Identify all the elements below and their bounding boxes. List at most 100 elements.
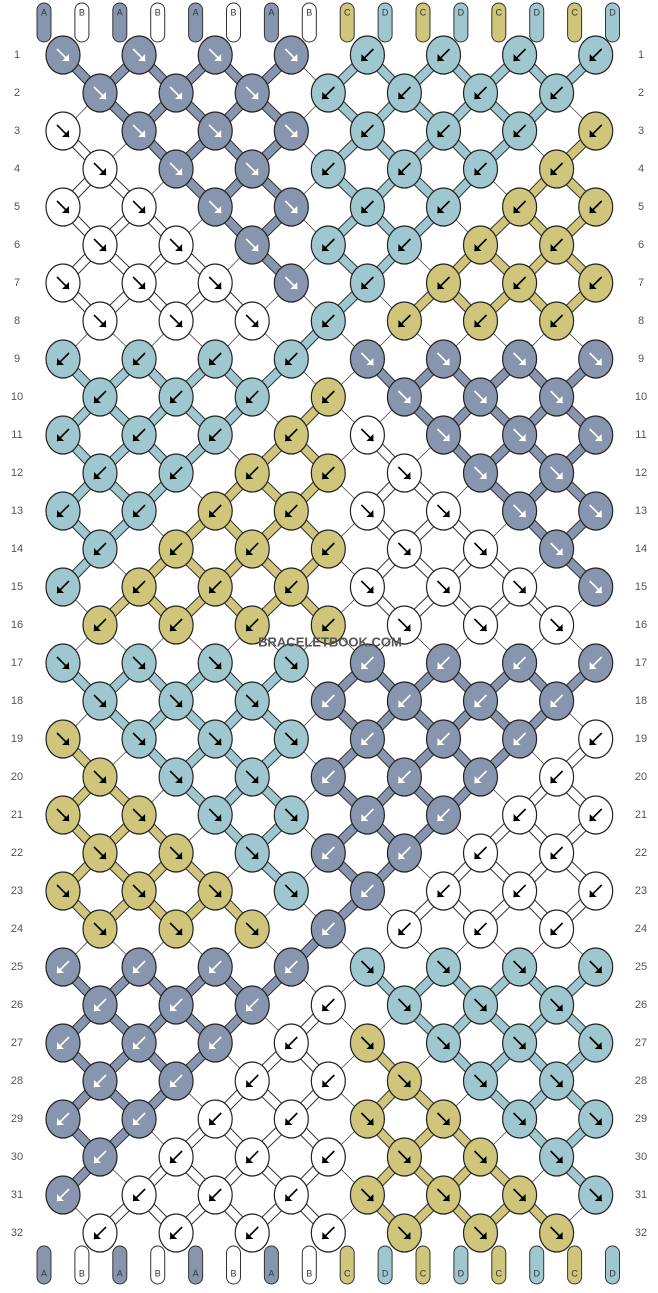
row-number: 18 [635, 695, 647, 707]
knot [310, 73, 346, 113]
knot [425, 643, 462, 683]
knot-arrowhead [437, 814, 445, 821]
knot-arrowhead [214, 738, 222, 745]
knot-arrowhead [57, 434, 64, 441]
knot [538, 73, 575, 113]
knot [45, 339, 81, 379]
strand-pill [529, 2, 545, 43]
knot-arrowhead [442, 434, 450, 441]
row-number: 30 [11, 1151, 23, 1163]
knot [82, 149, 118, 189]
strand-pill [339, 2, 355, 43]
strand-label: A [193, 1268, 199, 1278]
knot [197, 415, 233, 455]
knot-arrowhead [94, 472, 101, 479]
row-number: 23 [635, 885, 647, 897]
knot [349, 415, 385, 455]
row-number: 8 [638, 315, 644, 327]
knot [386, 1137, 422, 1177]
knot [197, 947, 233, 987]
knot-arrowhead [398, 320, 406, 327]
knot [158, 1213, 194, 1253]
knot-arrowhead [94, 1232, 101, 1239]
knot [425, 719, 462, 759]
knot [45, 1023, 81, 1063]
knot-arrowhead [479, 1004, 487, 1011]
knot-arrowhead [209, 358, 217, 365]
knot-arrowhead [437, 282, 445, 289]
knot [273, 719, 309, 759]
knot-arrowhead [246, 548, 254, 555]
knot [158, 757, 194, 797]
knot-arrowhead [246, 1156, 254, 1163]
knot [538, 377, 575, 417]
knot-arrowhead [437, 206, 445, 213]
knot-arrowhead [479, 1080, 487, 1087]
knot-arrowhead [589, 282, 597, 289]
knot [425, 339, 462, 379]
knot-arrowhead [555, 548, 563, 555]
knot [158, 377, 194, 417]
knot-arrowhead [285, 434, 293, 441]
knot-arrowhead [175, 244, 183, 251]
knot [538, 225, 575, 265]
knot-arrowhead [57, 510, 64, 517]
knot [273, 871, 309, 911]
knot [501, 415, 538, 455]
knot [310, 453, 346, 493]
knot-arrowhead [518, 1194, 526, 1201]
row-number: 9 [638, 353, 644, 365]
knot [538, 605, 575, 645]
knot [386, 73, 422, 113]
knot [349, 1023, 385, 1063]
knot-arrowhead [214, 206, 222, 213]
knot-arrowhead [403, 548, 411, 555]
knot [310, 1061, 346, 1101]
strand-label: C [496, 1268, 503, 1278]
knot [578, 263, 614, 303]
strand-pill [74, 1245, 90, 1285]
knot-arrowhead [322, 1004, 330, 1011]
strand-pill [415, 2, 431, 43]
knot-arrowhead [251, 320, 259, 327]
knot-arrowhead [62, 130, 69, 137]
row-number: 7 [14, 277, 20, 289]
knot-arrowhead [322, 92, 330, 99]
strand-label: D [609, 1268, 616, 1278]
knot [158, 149, 194, 189]
knot-arrowhead [555, 1232, 563, 1239]
knot-arrowhead [589, 54, 597, 61]
strand-pill [74, 2, 90, 43]
knot [349, 263, 385, 303]
knot-arrowhead [442, 510, 450, 517]
knot [273, 339, 309, 379]
knot [462, 301, 499, 341]
knot-arrowhead [479, 624, 487, 631]
strand-label: D [382, 1268, 389, 1278]
knot-arrowhead [442, 358, 450, 365]
knot [578, 947, 614, 987]
knot [538, 985, 575, 1025]
knot [273, 187, 309, 227]
knot [578, 719, 614, 759]
row-number: 8 [14, 315, 20, 327]
knot [386, 833, 422, 873]
knot [158, 605, 194, 645]
knot [462, 1137, 499, 1177]
knot [501, 187, 538, 227]
knot-arrowhead [437, 130, 445, 137]
knot-arrowhead [214, 662, 222, 669]
knot-arrowhead [398, 244, 406, 251]
knot [386, 529, 422, 569]
row-number: 28 [11, 1075, 23, 1087]
knot [425, 263, 462, 303]
knot [425, 111, 462, 151]
knot [425, 1023, 462, 1063]
strand-pill [301, 2, 317, 43]
strand-pill [301, 1245, 317, 1285]
knot-arrowhead [594, 966, 602, 973]
knot-arrowhead [285, 358, 293, 365]
row-number: 10 [635, 391, 647, 403]
knot-arrowhead [57, 1042, 64, 1049]
strand-pill [491, 2, 507, 43]
